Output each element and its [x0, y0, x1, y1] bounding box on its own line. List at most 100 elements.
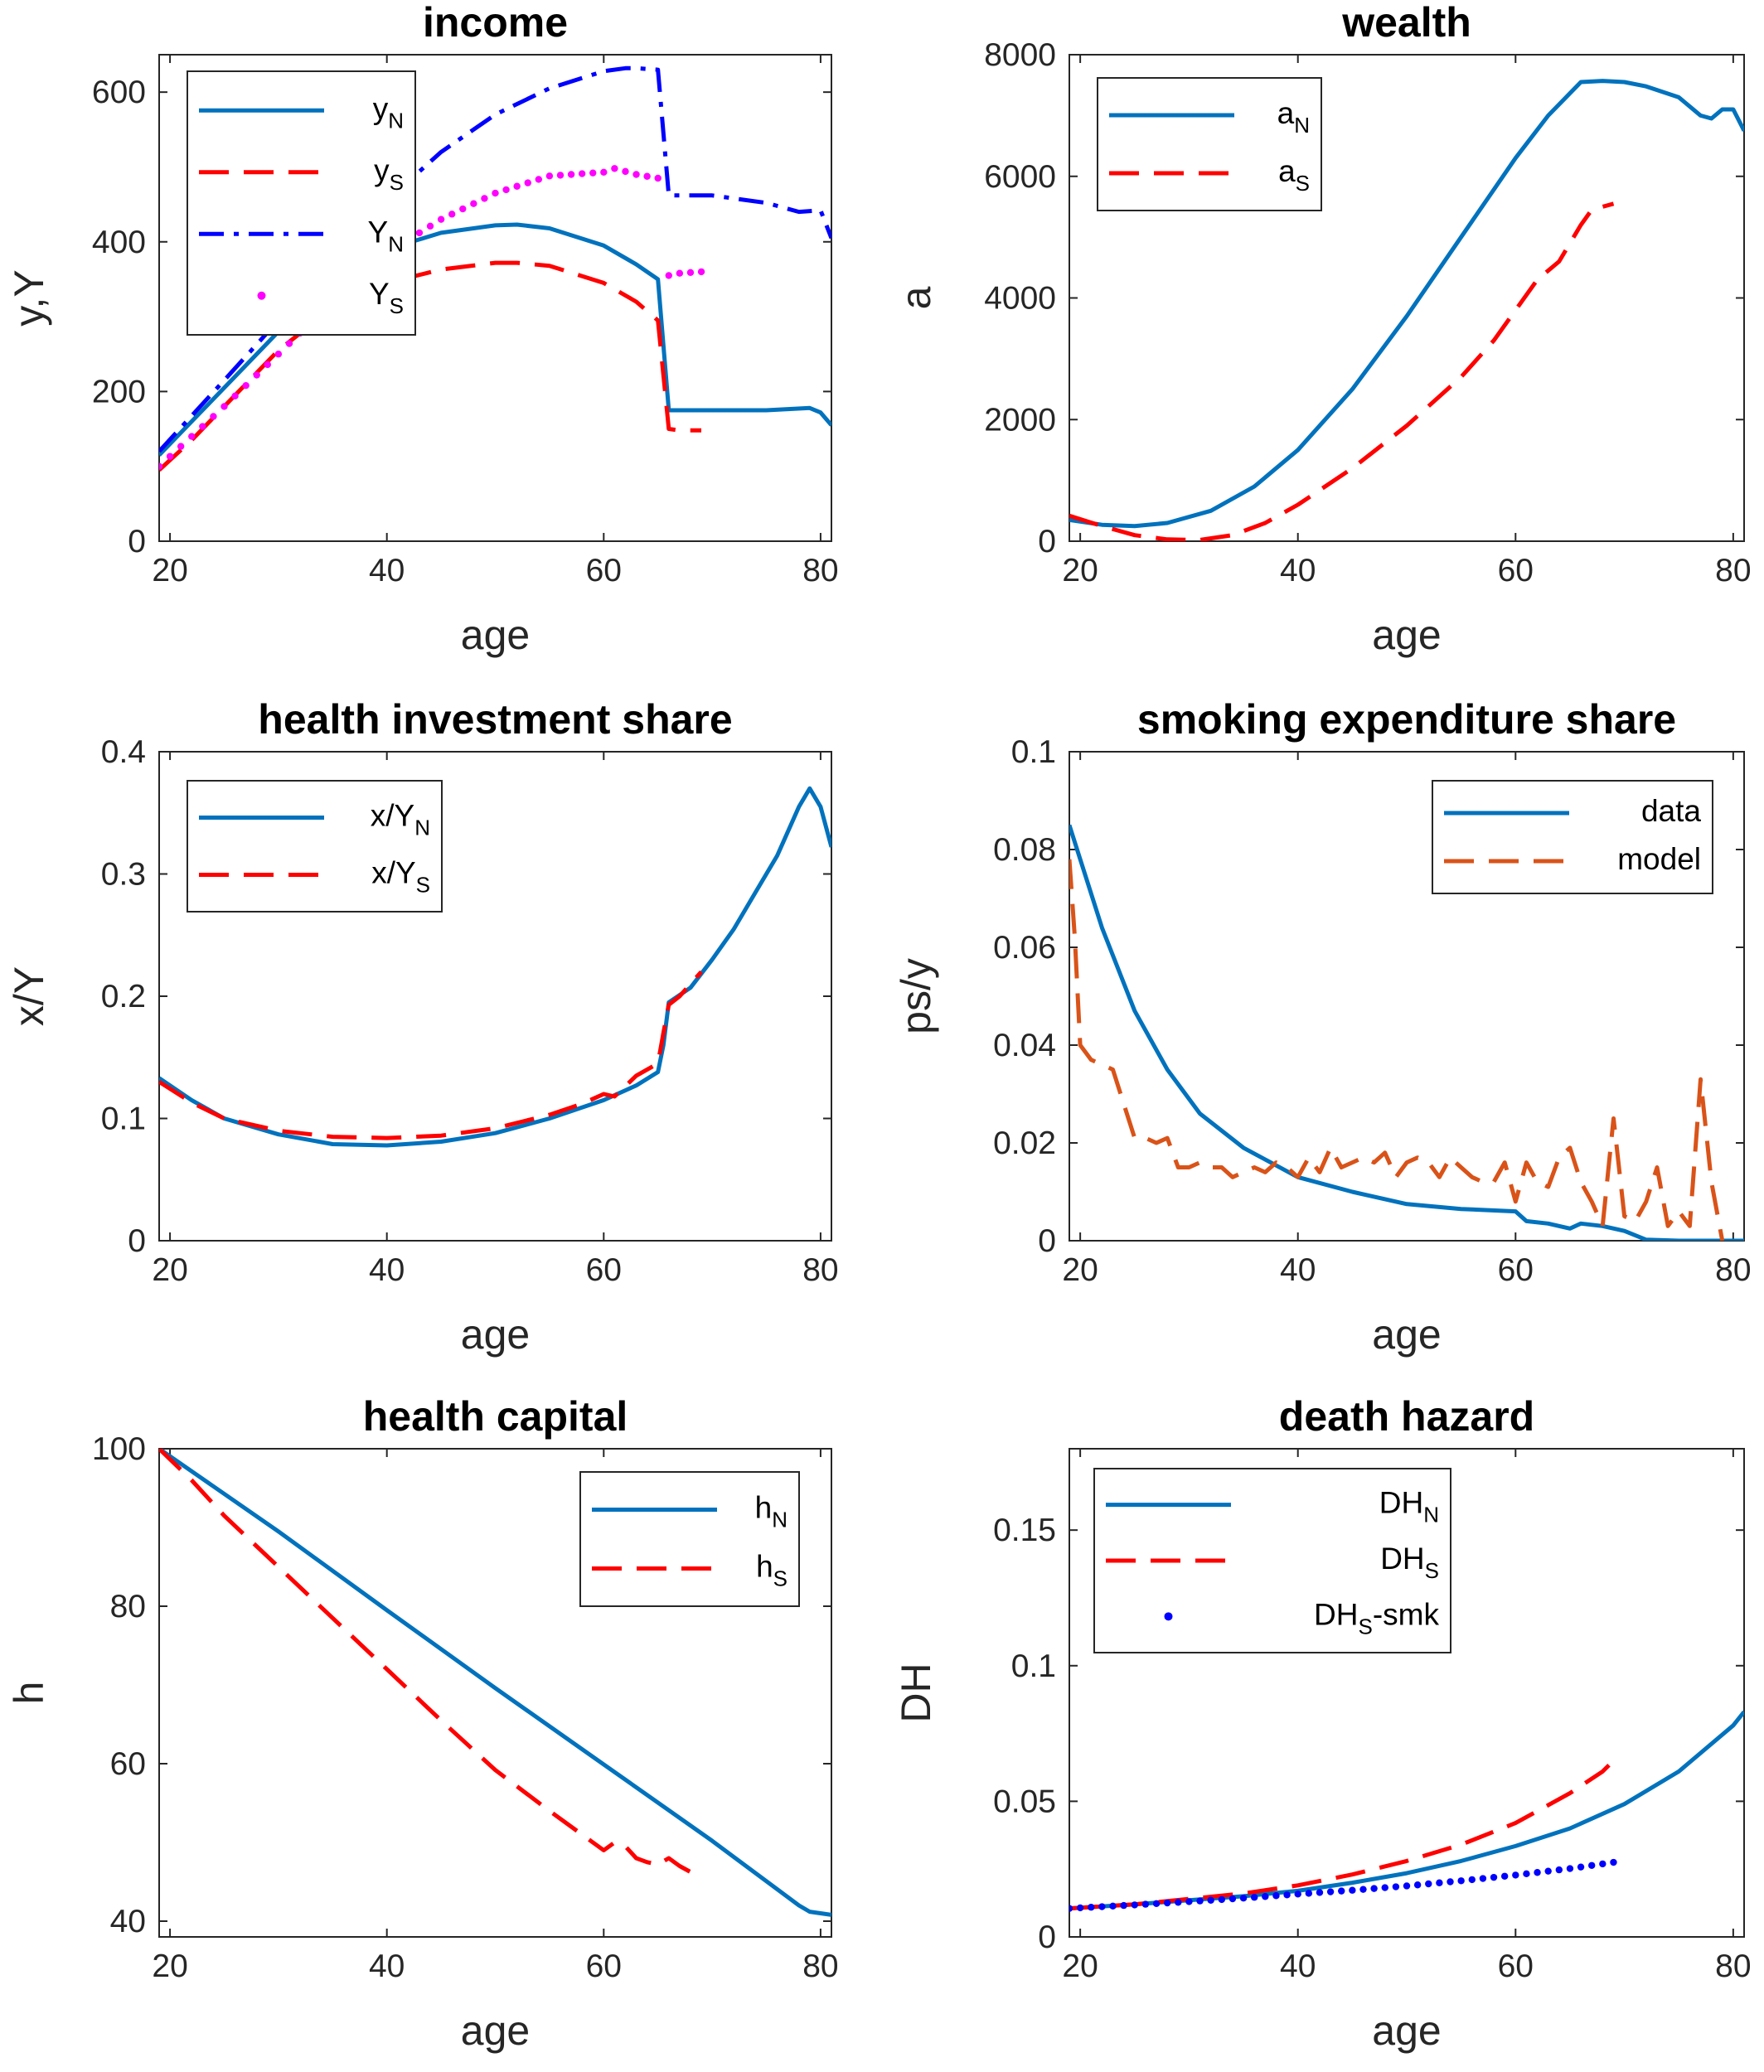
data-point — [1250, 1894, 1258, 1901]
data-point — [1403, 1882, 1411, 1890]
x-axis-label: age — [1372, 1311, 1441, 1358]
y-tick-label: 0.02 — [993, 1126, 1056, 1161]
data-point — [1587, 1861, 1596, 1869]
chart-title: death hazard — [1279, 1393, 1534, 1440]
legend-suffix: -smk — [1373, 1597, 1440, 1631]
series-as-line — [1069, 201, 1615, 541]
data-point — [665, 272, 672, 279]
legend-subscript: S — [773, 1566, 788, 1591]
data-layer — [159, 786, 831, 1148]
data-point — [1468, 1876, 1476, 1884]
y-axis-label: ps/y — [893, 958, 939, 1034]
x-tick-label: 20 — [152, 1949, 187, 1984]
y-axis-label: y,Y — [6, 269, 52, 327]
legend-subscript: S — [1359, 1614, 1373, 1639]
data-point — [1544, 1867, 1552, 1875]
data-point — [1262, 1893, 1269, 1900]
data-point — [210, 413, 217, 420]
data-point — [220, 403, 228, 410]
y-axis-label: a — [893, 286, 939, 309]
data-point — [1381, 1884, 1388, 1891]
y-tick-label: 0 — [128, 1223, 146, 1259]
data-point — [264, 361, 272, 369]
chart-health-investment-share: 20 40 60 80 0 0.1 0.2 0.3 0.4 health investment s… — [6, 696, 839, 1358]
x-axis-label: age — [461, 612, 530, 658]
data-point — [1370, 1885, 1378, 1892]
data-point — [1316, 1889, 1324, 1896]
x-tick-label: 40 — [1280, 553, 1316, 588]
y-tick-label: 100 — [92, 1431, 146, 1467]
chart-title: health investment share — [258, 696, 732, 743]
series-data-line — [1069, 824, 1744, 1241]
x-tick-label: 20 — [152, 553, 187, 588]
data-point — [285, 340, 293, 347]
y-tick-label: 60 — [110, 1746, 146, 1782]
x-tick-label: 60 — [586, 1252, 622, 1288]
x-tick-label: 80 — [1715, 553, 1751, 588]
y-tick-label: 0.06 — [993, 930, 1056, 966]
y-tick-label: 0.3 — [101, 857, 146, 893]
data-point — [1413, 1881, 1422, 1889]
legend-label: data — [1641, 794, 1701, 828]
legend-subscript: N — [388, 108, 404, 133]
data-point — [481, 195, 488, 202]
data-point — [199, 423, 206, 430]
series-hn-line — [159, 1449, 831, 1917]
x-tick-label: 60 — [1498, 1949, 1534, 1984]
chart-title: health capital — [363, 1393, 628, 1440]
data-point — [1500, 1872, 1509, 1880]
data-point — [1098, 1903, 1106, 1910]
y-tick-label: 600 — [92, 75, 146, 110]
data-point — [1152, 1900, 1161, 1908]
x-axis-label: age — [1372, 2007, 1441, 2054]
data-point — [1425, 1880, 1432, 1888]
y-tick-label: 4000 — [984, 281, 1056, 317]
series-dhs-smk — [1069, 1858, 1617, 1912]
data-point — [1294, 1890, 1301, 1898]
x-tick-label: 20 — [152, 1252, 187, 1288]
y-tick-label: 8000 — [984, 37, 1056, 73]
data-point — [188, 433, 196, 440]
y-tick-label: 0.2 — [101, 979, 146, 1014]
x-tick-label: 40 — [1280, 1252, 1316, 1288]
x-tick-label: 60 — [1498, 553, 1534, 588]
data-point — [415, 229, 424, 237]
data-point — [1207, 1896, 1214, 1904]
x-tick-label: 80 — [802, 1949, 838, 1984]
data-point — [697, 268, 705, 276]
data-point — [1338, 1887, 1345, 1895]
data-point — [1272, 1892, 1280, 1900]
data-point — [1088, 1904, 1095, 1911]
data-point — [513, 182, 521, 190]
data-point — [1512, 1871, 1519, 1879]
data-point — [242, 381, 250, 390]
series-x-ys-line — [159, 970, 703, 1140]
y-axis-label: DH — [893, 1663, 939, 1722]
y-tick-label: 0.1 — [1011, 1648, 1056, 1684]
y-tick-label: 0.1 — [1011, 734, 1056, 770]
data-point — [426, 222, 434, 230]
data-point — [1479, 1875, 1487, 1882]
y-tick-label: 0.04 — [993, 1028, 1056, 1063]
data-point — [502, 186, 510, 194]
data-layer — [1069, 1710, 1744, 1912]
data-point — [1076, 1904, 1084, 1912]
legend-label: model — [1617, 842, 1701, 876]
x-tick-label: 40 — [369, 1252, 405, 1288]
legend: x/YNx/YS — [187, 780, 443, 913]
data-point — [1326, 1888, 1335, 1895]
data-point — [567, 171, 575, 178]
data-point — [1069, 1905, 1073, 1912]
legend-box — [579, 1471, 800, 1607]
data-point — [1109, 1902, 1117, 1910]
legend-subscript: N — [772, 1508, 788, 1532]
legend-subscript: N — [1294, 113, 1310, 138]
legend-box — [187, 780, 443, 913]
data-point — [1131, 1901, 1138, 1909]
y-tick-label: 0 — [1038, 1920, 1056, 1955]
chart-smoking-expenditure-share: 20 40 60 80 0 0.02 0.04 0.06 0.08 0.1 smoking expe… — [893, 696, 1752, 1358]
legend-subscript: S — [390, 293, 404, 318]
x-tick-label: 80 — [1715, 1252, 1751, 1288]
y-tick-label: 0.05 — [993, 1784, 1056, 1819]
